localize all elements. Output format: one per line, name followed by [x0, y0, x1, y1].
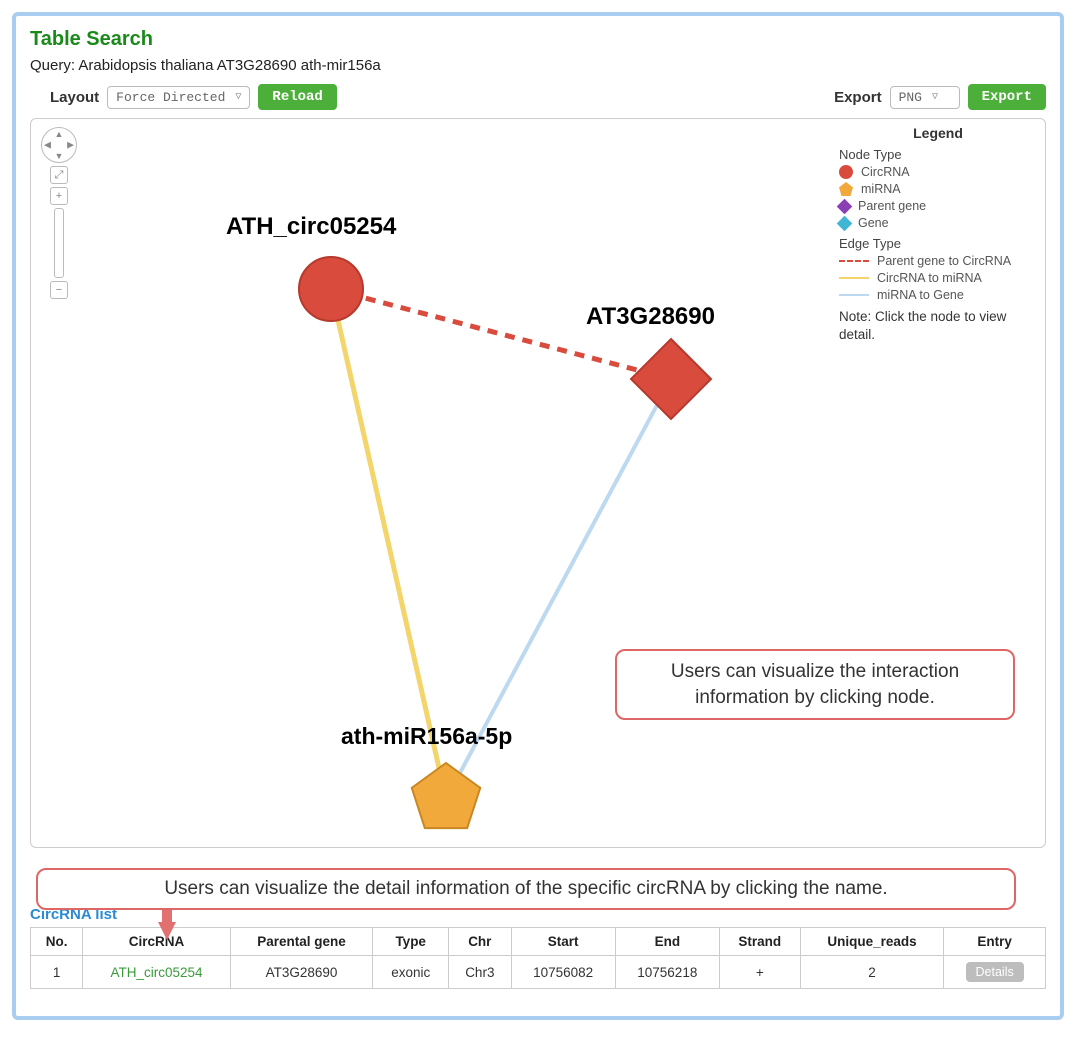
table-header-cell: Parental gene [230, 928, 373, 956]
pentagon-icon [839, 182, 853, 196]
table-cell: Chr3 [449, 956, 512, 989]
legend-edge-row: miRNA to Gene [839, 288, 1037, 302]
graph-node-label: AT3G28690 [586, 303, 715, 330]
edge-sample-icon [839, 260, 869, 262]
legend-node-type-label: Node Type [839, 147, 1037, 162]
table-cell: 10756218 [615, 956, 719, 989]
layout-select[interactable]: Force Directed ▽ [107, 86, 250, 109]
table-header-cell: CircRNA [83, 928, 230, 956]
toolbar: Layout Force Directed ▽ Reload Export PN… [30, 84, 1046, 110]
graph-node-circRNA[interactable] [299, 257, 363, 321]
table-cell: 10756082 [511, 956, 615, 989]
legend-node-row: Gene [839, 216, 1037, 230]
table-header-cell: Type [373, 928, 449, 956]
arrow-down-icon [158, 922, 176, 940]
legend-edge-row: Parent gene to CircRNA [839, 254, 1037, 268]
legend-node-label: miRNA [861, 182, 901, 196]
edge-sample-icon [839, 277, 869, 279]
table-header-row: No.CircRNAParental geneTypeChrStartEndSt… [31, 928, 1046, 956]
chevron-down-icon: ▽ [932, 91, 938, 103]
table-header-cell: End [615, 928, 719, 956]
table-cell: AT3G28690 [230, 956, 373, 989]
table-header-cell: Start [511, 928, 615, 956]
table-cell: Details [944, 956, 1046, 989]
graph-node-gene[interactable] [631, 339, 711, 419]
legend-node-row: miRNA [839, 182, 1037, 196]
layout-select-value: Force Directed [116, 90, 225, 105]
table-body: 1ATH_circ05254AT3G28690exonicChr31075608… [31, 956, 1046, 989]
page-title: Table Search [30, 28, 1046, 51]
table-header-cell: Entry [944, 928, 1046, 956]
table-header-cell: Strand [719, 928, 800, 956]
legend: Legend Node Type CircRNA miRNA Parent gene… [839, 125, 1037, 344]
legend-node-row: Parent gene [839, 199, 1037, 213]
details-button[interactable]: Details [966, 962, 1024, 982]
legend-node-label: Gene [858, 216, 889, 230]
legend-node-label: Parent gene [858, 199, 926, 213]
legend-title: Legend [839, 125, 1037, 141]
diamond-icon [837, 198, 853, 214]
circrna-link[interactable]: ATH_circ05254 [83, 956, 230, 989]
query-label: Query: [30, 57, 75, 74]
legend-edge-label: Parent gene to CircRNA [877, 254, 1011, 268]
legend-edge-row: CircRNA to miRNA [839, 271, 1037, 285]
app-frame: Table Search Query: Arabidopsis thaliana… [12, 12, 1064, 1020]
table-cell: 1 [31, 956, 83, 989]
legend-note: Note: Click the node to view detail. [839, 308, 1037, 344]
legend-edge-label: miRNA to Gene [877, 288, 964, 302]
query-line: Query: Arabidopsis thaliana AT3G28690 at… [30, 57, 1046, 74]
query-value: Arabidopsis thaliana AT3G28690 ath-mir15… [78, 57, 380, 74]
legend-node-label: CircRNA [861, 165, 910, 179]
legend-node-row: CircRNA [839, 165, 1037, 179]
table-row: 1ATH_circ05254AT3G28690exonicChr31075608… [31, 956, 1046, 989]
export-format-value: PNG [899, 90, 922, 105]
callout-node-tip: Users can visualize the interaction info… [615, 649, 1015, 720]
graph-node-label: ATH_circ05254 [226, 213, 397, 240]
legend-edge-type-label: Edge Type [839, 236, 1037, 251]
circrna-table: No.CircRNAParental geneTypeChrStartEndSt… [30, 927, 1046, 989]
table-cell: + [719, 956, 800, 989]
export-button[interactable]: Export [968, 84, 1046, 110]
reload-button[interactable]: Reload [258, 84, 336, 110]
callout-table-tip: Users can visualize the detail informati… [36, 868, 1016, 910]
circle-icon [839, 165, 853, 179]
table-cell: exonic [373, 956, 449, 989]
legend-edge-label: CircRNA to miRNA [877, 271, 982, 285]
graph-panel: ▲ ▼ ◀ ▶ ⤢ + − ATH_circ05254AT3G28690ath-… [30, 118, 1046, 848]
export-format-select[interactable]: PNG ▽ [890, 86, 960, 109]
table-header-cell: Unique_reads [800, 928, 944, 956]
edge-sample-icon [839, 294, 869, 296]
export-label: Export [834, 89, 882, 106]
graph-node-label: ath-miR156a-5p [341, 723, 512, 749]
graph-node-miRNA[interactable] [412, 763, 480, 828]
diamond-icon [837, 215, 853, 231]
layout-label: Layout [50, 89, 99, 106]
table-header-cell: Chr [449, 928, 512, 956]
table-cell: 2 [800, 956, 944, 989]
chevron-down-icon: ▽ [235, 91, 241, 103]
table-header-cell: No. [31, 928, 83, 956]
